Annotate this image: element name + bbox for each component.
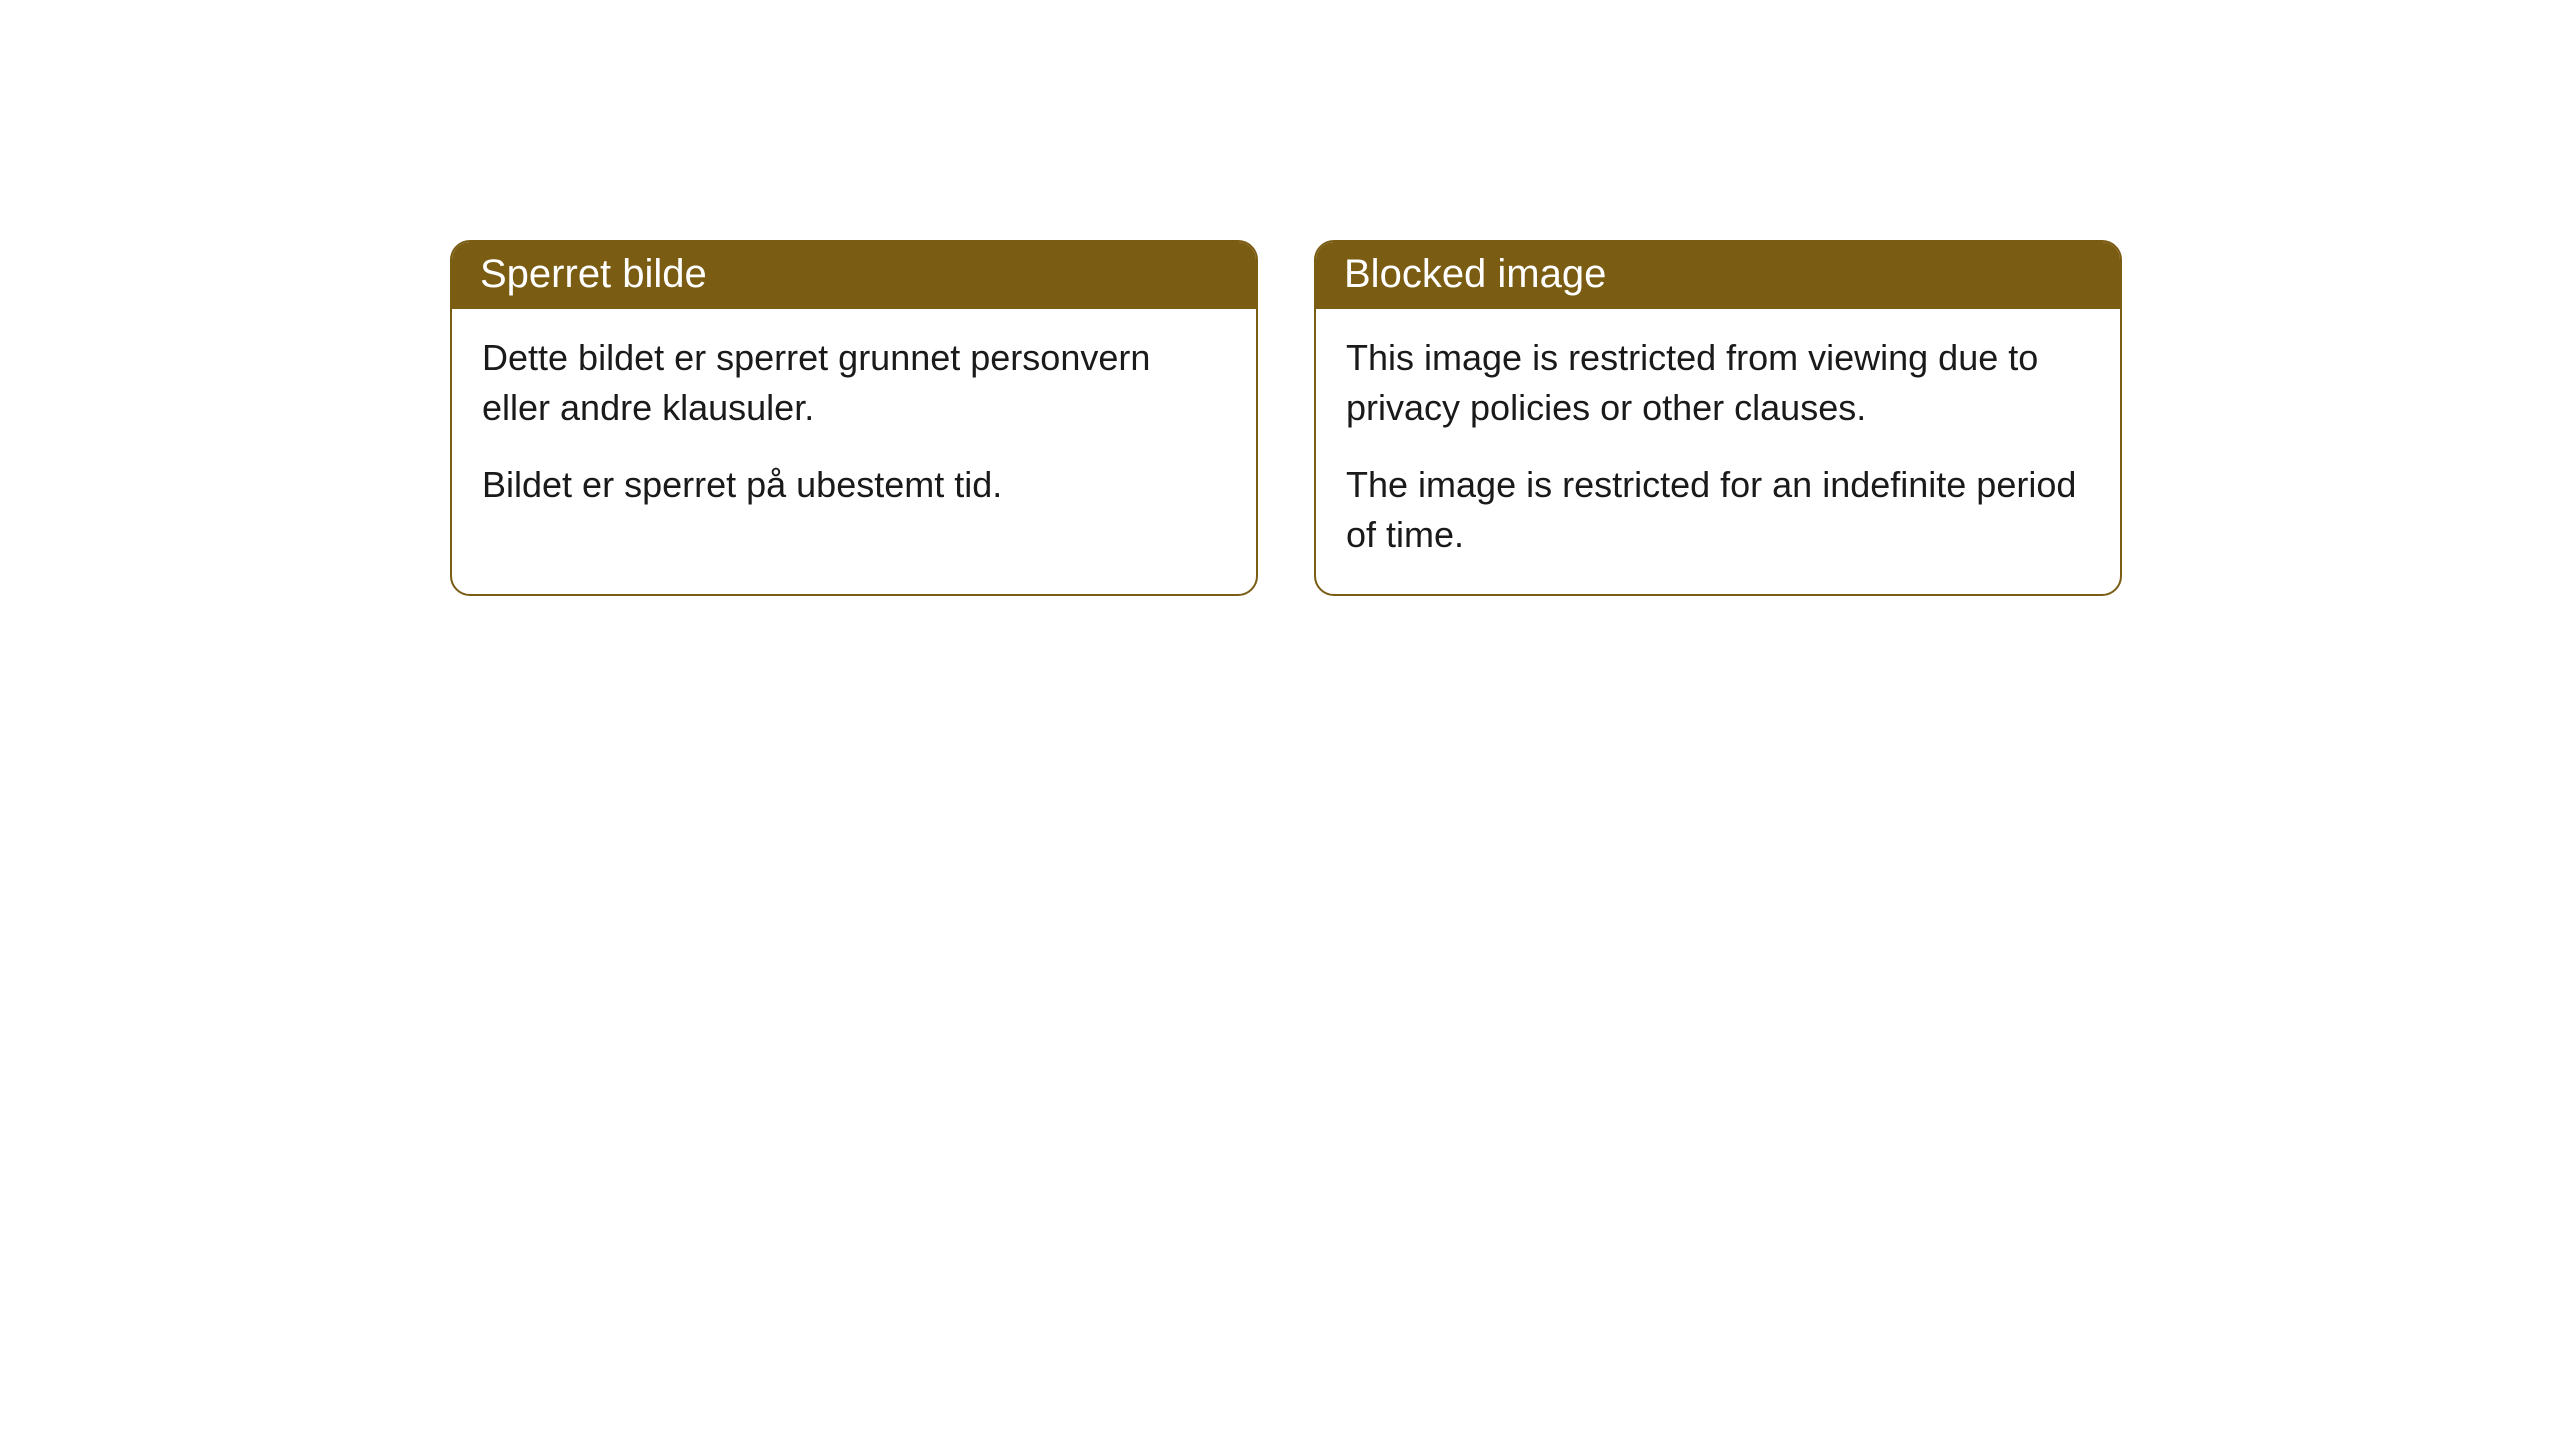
notice-text-2: Bildet er sperret på ubestemt tid. <box>482 460 1226 510</box>
blocked-image-card-norwegian: Sperret bilde Dette bildet er sperret gr… <box>450 240 1258 596</box>
card-header-english: Blocked image <box>1316 242 2120 309</box>
card-header-norwegian: Sperret bilde <box>452 242 1256 309</box>
notice-text-2: The image is restricted for an indefinit… <box>1346 460 2090 559</box>
blocked-image-card-english: Blocked image This image is restricted f… <box>1314 240 2122 596</box>
card-body-norwegian: Dette bildet er sperret grunnet personve… <box>452 309 1256 544</box>
card-title: Blocked image <box>1344 252 1606 296</box>
card-title: Sperret bilde <box>480 252 707 296</box>
card-body-english: This image is restricted from viewing du… <box>1316 309 2120 594</box>
notice-text-1: Dette bildet er sperret grunnet personve… <box>482 333 1226 432</box>
notice-text-1: This image is restricted from viewing du… <box>1346 333 2090 432</box>
notice-cards-container: Sperret bilde Dette bildet er sperret gr… <box>450 240 2122 596</box>
